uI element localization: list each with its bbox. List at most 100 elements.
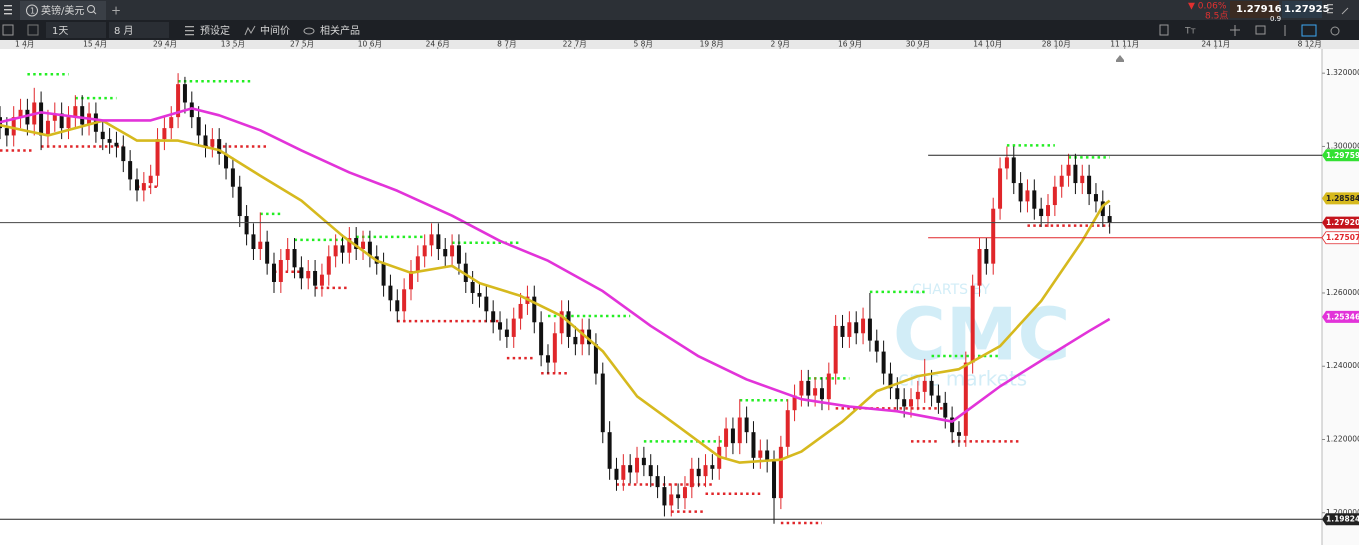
candle-body <box>217 139 222 154</box>
candle-body <box>662 487 667 506</box>
candle-body <box>847 322 852 337</box>
candle-body <box>415 256 420 271</box>
candle-body <box>66 117 71 129</box>
presets[interactable]: 预设定 <box>200 24 230 37</box>
bid[interactable]: 1.27916 <box>1236 4 1282 15</box>
candle-body <box>1025 190 1030 202</box>
candle-body <box>333 245 338 257</box>
x-tick-label: 13 5月 <box>221 40 245 49</box>
price-marker-label: 1.29759 <box>1326 151 1359 160</box>
presets-icon[interactable] <box>185 26 194 36</box>
x-tick-label: 16 9月 <box>838 40 862 49</box>
candle-body <box>436 234 441 250</box>
eye-icon[interactable] <box>303 27 315 35</box>
panel-icon[interactable] <box>2 24 14 36</box>
candle-body <box>669 494 674 506</box>
x-tick-label: 19 8月 <box>700 40 724 49</box>
price-axis-bar <box>1322 49 1359 545</box>
candle-body <box>655 476 660 488</box>
x-tick-label: 15 4月 <box>83 40 107 49</box>
price-marker-label: 1.279205 <box>1326 218 1359 227</box>
price-mode[interactable]: 中间价 <box>260 24 290 37</box>
candle-body <box>867 318 872 341</box>
tab-badge <box>26 4 38 17</box>
scroll-marker[interactable] <box>1116 55 1124 62</box>
y-tick-label: 1.240000 <box>1326 361 1359 370</box>
candle-body <box>991 208 996 264</box>
candle-body <box>299 267 304 279</box>
candle-body <box>929 380 934 396</box>
candle-body <box>915 391 920 400</box>
font-icon[interactable]: Tт <box>1184 27 1196 37</box>
candle-body <box>4 128 9 136</box>
candle-body <box>641 457 646 466</box>
price-marker-label: 1.28584 <box>1326 194 1359 203</box>
candle-body <box>984 249 989 264</box>
timeframe[interactable]: 1天 <box>52 26 68 37</box>
x-tick-label: 10 6月 <box>358 40 382 49</box>
candle-body <box>545 355 550 363</box>
ask[interactable]: 1.27925 <box>1284 4 1330 15</box>
x-tick-label: 27 5月 <box>290 40 314 49</box>
candle-body <box>210 139 215 147</box>
candle-body <box>313 270 318 286</box>
candle-body <box>203 135 208 147</box>
y-tick-label: 1.200000 <box>1326 508 1359 517</box>
candle-body <box>559 311 564 334</box>
x-tick-label: 14 10月 <box>973 40 1002 49</box>
y-tick-label: 1.300000 <box>1326 141 1359 150</box>
moving-average <box>0 119 1111 464</box>
window-icons[interactable] <box>1327 4 1349 15</box>
candle-body <box>648 465 653 477</box>
candle-body <box>1066 164 1071 176</box>
mid-icon[interactable] <box>244 25 256 36</box>
candle-body <box>532 296 537 323</box>
candle-body <box>1093 194 1098 202</box>
ask-box[interactable] <box>1282 1 1322 18</box>
candle-body <box>148 175 153 184</box>
watermark-logo: CMC <box>893 293 1070 377</box>
plot-area <box>0 73 1112 525</box>
search-icon[interactable] <box>87 5 97 15</box>
related[interactable]: 相关产品 <box>320 24 360 37</box>
candle-body <box>813 388 818 396</box>
candle-body <box>902 399 907 407</box>
candle-body <box>696 468 701 477</box>
price-marker <box>1322 513 1359 526</box>
candle-body <box>888 373 893 389</box>
candle-body <box>539 322 544 356</box>
tool-icons[interactable] <box>1159 24 1340 37</box>
candle-body <box>176 84 181 118</box>
candle-body <box>854 322 859 334</box>
candle-body <box>361 241 366 250</box>
bid-box[interactable] <box>1230 1 1279 18</box>
candle-body <box>1087 175 1092 195</box>
timeframe-select[interactable] <box>46 22 106 38</box>
watermark-line3: cmc markets <box>898 367 1027 391</box>
candle-body <box>710 465 715 469</box>
tab-title[interactable]: 英镑/美元 <box>41 4 84 17</box>
candle-body <box>765 450 770 462</box>
x-tick-label: 1 4月 <box>15 40 34 49</box>
candle-body <box>230 168 235 187</box>
candle-body <box>751 432 756 458</box>
menu-icon[interactable] <box>4 5 12 15</box>
candle-body <box>196 117 201 136</box>
candle-body <box>689 468 694 488</box>
candle-body <box>785 410 790 447</box>
y-tick-label: 1.320000 <box>1326 68 1359 77</box>
period[interactable]: 8 月 <box>114 25 134 37</box>
candle-body <box>936 395 941 403</box>
layout-icon[interactable] <box>27 24 39 36</box>
add-tab[interactable]: + <box>111 4 121 18</box>
x-tick-label: 24 11月 <box>1201 40 1230 49</box>
candle-body <box>367 241 372 257</box>
candle-body <box>278 260 283 282</box>
candle-body <box>306 270 311 279</box>
tab[interactable] <box>20 1 106 20</box>
y-tick-label: 1.220000 <box>1326 434 1359 443</box>
candle-body <box>758 450 763 458</box>
candle-body <box>52 113 57 121</box>
period-select[interactable] <box>109 22 169 38</box>
candle-body <box>354 238 359 250</box>
